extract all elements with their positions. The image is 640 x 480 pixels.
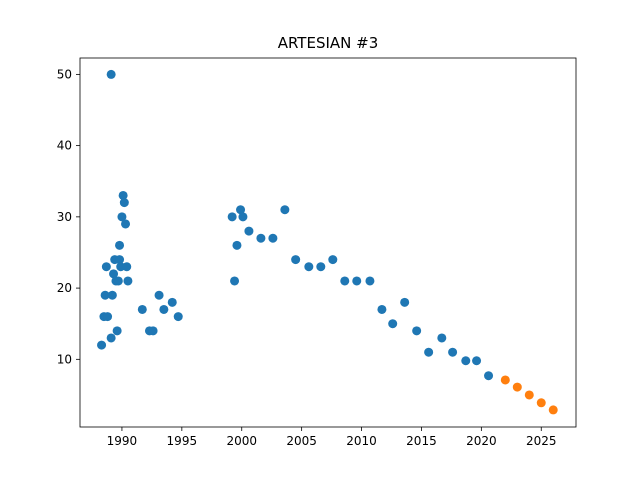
x-tick-label: 2000 xyxy=(226,434,257,448)
plot-area: 1990 1995 2000 2005 2010 2015 2020 2025 10 20 30 40… xyxy=(57,57,577,448)
data-point xyxy=(328,255,338,265)
x-tick-label: 1990 xyxy=(107,434,138,448)
data-point xyxy=(352,276,362,286)
x-tick-label: 2020 xyxy=(466,434,497,448)
data-point xyxy=(106,333,116,343)
y-tick-label: 40 xyxy=(57,139,72,153)
data-point xyxy=(117,212,127,222)
data-point xyxy=(227,212,237,222)
data-point xyxy=(412,326,422,336)
data-point xyxy=(109,269,119,279)
data-point xyxy=(118,190,128,200)
data-point xyxy=(268,233,278,243)
data-point xyxy=(448,347,458,357)
data-point xyxy=(173,312,183,322)
data-point xyxy=(113,276,123,286)
data-point xyxy=(304,262,314,272)
data-point xyxy=(388,319,398,329)
data-point xyxy=(101,262,111,272)
data-point xyxy=(536,398,546,408)
x-tick-label: 2025 xyxy=(526,434,557,448)
data-point xyxy=(256,233,266,243)
data-point xyxy=(316,262,326,272)
data-point xyxy=(121,219,131,229)
data-point xyxy=(122,262,132,272)
data-point xyxy=(400,297,410,307)
data-point xyxy=(365,276,375,286)
axes-frame xyxy=(79,57,577,428)
data-point xyxy=(115,240,125,250)
x-tick-label: 2005 xyxy=(286,434,317,448)
data-point xyxy=(291,255,301,265)
data-point xyxy=(100,290,110,300)
data-point xyxy=(461,356,471,366)
data-point xyxy=(512,382,522,392)
data-point xyxy=(437,333,447,343)
data-point xyxy=(159,304,169,314)
data-point xyxy=(106,69,116,79)
data-point xyxy=(148,326,158,336)
chart-title: ARTESIAN #3 xyxy=(278,34,379,52)
data-point xyxy=(103,312,113,322)
data-point xyxy=(500,375,510,385)
data-point xyxy=(154,290,164,300)
data-point xyxy=(137,304,147,314)
data-point xyxy=(340,276,350,286)
x-tick-label: 2015 xyxy=(406,434,437,448)
data-point xyxy=(484,371,494,381)
y-tick-label: 50 xyxy=(57,67,72,81)
data-point xyxy=(107,290,117,300)
data-point xyxy=(244,226,254,236)
data-point xyxy=(472,356,482,366)
data-point xyxy=(119,198,129,208)
data-point xyxy=(97,340,107,350)
y-tick-label: 10 xyxy=(57,352,72,366)
x-tick-label: 2010 xyxy=(346,434,377,448)
data-point xyxy=(112,326,122,336)
data-point xyxy=(115,255,125,265)
y-tick-label: 20 xyxy=(57,281,72,295)
data-point xyxy=(424,347,434,357)
data-point xyxy=(238,212,248,222)
data-point xyxy=(548,405,558,415)
data-point xyxy=(377,304,387,314)
data-point xyxy=(280,205,290,215)
data-point xyxy=(236,205,246,215)
data-point xyxy=(167,297,177,307)
data-point xyxy=(123,276,133,286)
y-tick-label: 30 xyxy=(57,210,72,224)
data-point xyxy=(230,276,240,286)
data-point xyxy=(232,240,242,250)
x-tick-label: 1995 xyxy=(167,434,198,448)
data-point xyxy=(524,390,534,400)
